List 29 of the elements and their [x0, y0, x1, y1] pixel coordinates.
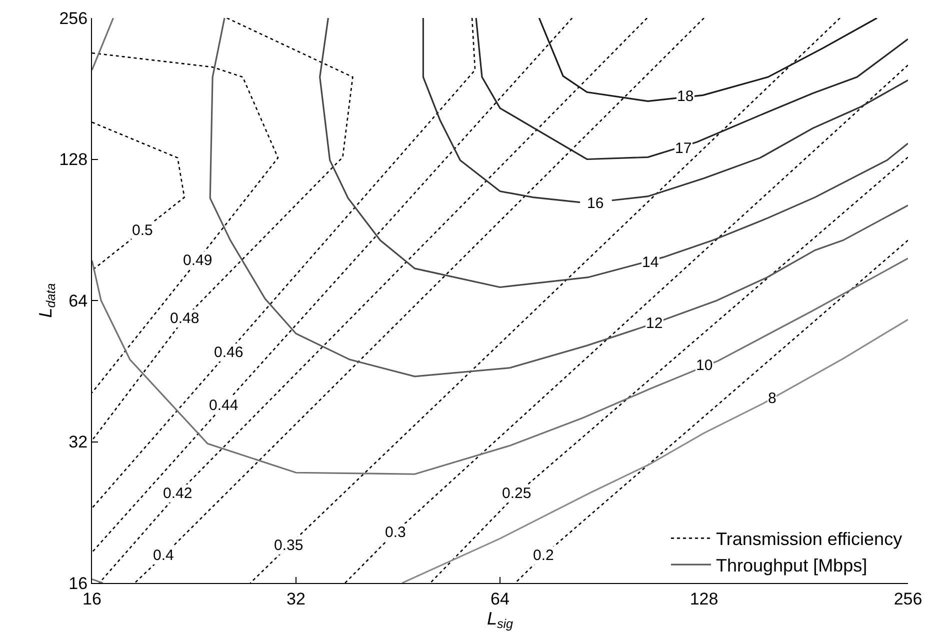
y-tick-label: 32: [68, 432, 88, 452]
annotation: 0.49: [183, 252, 212, 269]
annotation: 0.46: [214, 344, 244, 361]
annotation: 17: [675, 140, 692, 157]
annotation: 0.44: [209, 397, 238, 414]
annotation: 0.25: [502, 485, 532, 502]
y-tick-label: 64: [68, 291, 88, 310]
legend-label: Throughput [Mbps]: [716, 556, 868, 576]
annotation: 0.42: [163, 485, 192, 502]
annotation: 0.2: [533, 547, 554, 564]
annotation: 18: [677, 88, 694, 105]
annotation: 10: [696, 357, 713, 374]
y-tick-label: 128: [59, 150, 88, 170]
annotation: 8: [768, 390, 776, 407]
legend-label: Transmission efficiency: [716, 529, 902, 550]
x-tick-label: 128: [690, 589, 718, 608]
x-tick-label: 32: [286, 589, 306, 608]
annotation: 14: [642, 254, 659, 271]
annotation: 0.5: [132, 222, 153, 239]
annotation: 16: [587, 195, 604, 212]
x-tick-label: 256: [894, 589, 922, 608]
annotation: 0.48: [170, 310, 200, 327]
annotation: 12: [646, 315, 663, 332]
annotation: 0.35: [274, 537, 304, 554]
x-tick-label: 64: [490, 589, 510, 608]
annotation: 0.3: [385, 524, 406, 541]
y-tick-label: 256: [59, 8, 88, 28]
annotation: 0.4: [153, 547, 174, 564]
x-axis-title: L$_{sig}$: [486, 608, 514, 632]
